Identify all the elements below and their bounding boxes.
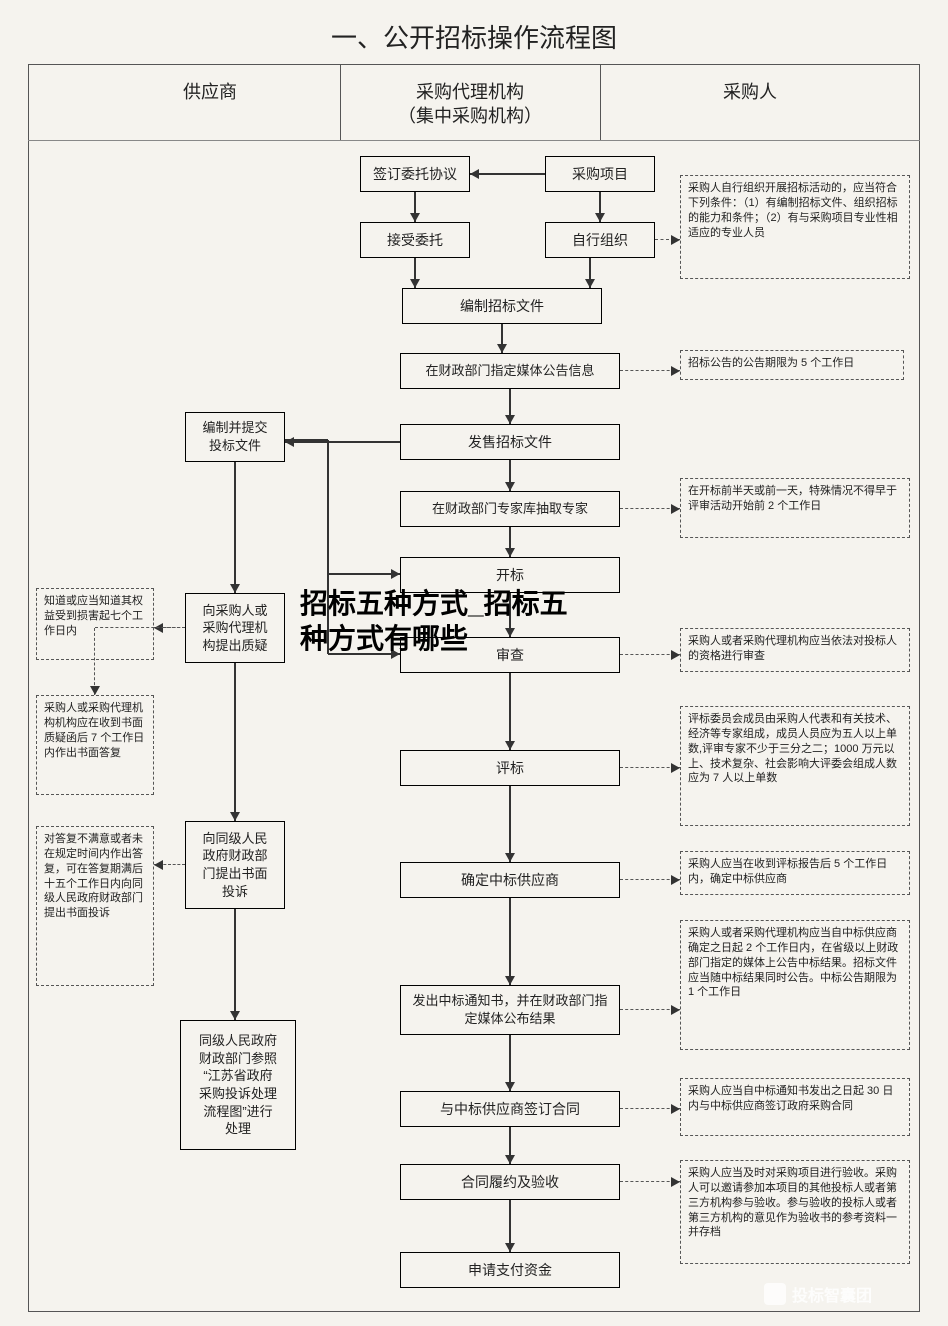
node-s_handle: 同级人民政府财政部门参照“江苏省政府采购投诉处理流程图”进行处理	[180, 1020, 296, 1150]
node-d_con: 采购人应当自中标通知书发出之日起 30 日内与中标供应商签订政府采购合同	[680, 1078, 910, 1136]
connector	[509, 786, 511, 862]
connector	[509, 898, 511, 985]
lane-header: 采购代理机构（集中采购机构）	[340, 80, 600, 129]
arrow-head-icon	[505, 1155, 515, 1164]
connector	[95, 627, 185, 628]
header-rule	[28, 140, 920, 141]
arrow-head-icon	[497, 344, 507, 353]
node-dl_reply: 采购人或采购代理机构机构应在收到书面质疑函后 7 个工作日内作出书面答复	[36, 695, 154, 795]
arrow-head-icon	[410, 213, 420, 222]
node-d_qual: 采购人或者采购代理机构应当依法对投标人的资格进行审查	[680, 628, 910, 672]
connector	[234, 909, 236, 1020]
arrow-head-icon	[505, 482, 515, 491]
arrow-head-icon	[230, 1011, 240, 1020]
node-d_eval: 评标委员会成员由采购人代表和有关技术、经济等专家组成，成员人员应为五人以上单数,…	[680, 706, 910, 826]
node-d_win: 采购人应当在收到评标报告后 5 个工作日内，确定中标供应商	[680, 851, 910, 895]
arrow-head-icon	[505, 1082, 515, 1091]
node-d_pub: 招标公告的公告期限为 5 个工作日	[680, 350, 904, 380]
node-n_proj: 采购项目	[545, 156, 655, 192]
node-d_notice: 采购人或者采购代理机构应当自中标供应商确定之日起 2 个工作日内，在省级以上财政…	[680, 920, 910, 1050]
lane-header: 采购人	[600, 80, 900, 104]
arrow-head-icon	[671, 366, 680, 376]
node-n_accept: 接受委托	[360, 222, 470, 258]
node-n_experts: 在财政部门专家库抽取专家	[400, 491, 620, 527]
node-n_compile: 编制招标文件	[402, 288, 602, 324]
node-s_compl: 向同级人民政府财政部门提出书面投诉	[185, 821, 285, 909]
node-n_issue: 发售招标文件	[400, 424, 620, 460]
node-s_doubt: 向采购人或采购代理机构提出质疑	[185, 593, 285, 663]
connector	[234, 663, 236, 821]
node-n_self: 自行组织	[545, 222, 655, 258]
arrow-head-icon	[585, 279, 595, 288]
connector	[285, 439, 328, 441]
lane-divider	[600, 64, 601, 140]
connector	[234, 462, 236, 593]
node-d_self: 采购人自行组织开展招标活动的，应当符合下列条件：（1）有编制招标文件、组织招标的…	[680, 175, 910, 279]
connector	[94, 628, 95, 695]
arrow-head-icon	[671, 235, 680, 245]
overlay-text: 招标五种方式_招标五种方式有哪些	[300, 586, 568, 656]
node-n_notice: 发出中标通知书，并在财政部门指定媒体公布结果	[400, 985, 620, 1035]
node-n_pay: 申请支付资金	[400, 1252, 620, 1288]
arrow-head-icon	[671, 763, 680, 773]
arrow-head-icon	[230, 812, 240, 821]
arrow-head-icon	[505, 976, 515, 985]
node-d_perf: 采购人应当及时对采购项目进行验收。采购人可以邀请参加本项目的其他投标人或者第三方…	[680, 1160, 910, 1264]
arrow-head-icon	[505, 415, 515, 424]
arrow-head-icon	[505, 853, 515, 862]
wechat-icon	[764, 1283, 786, 1305]
connector	[509, 673, 511, 750]
arrow-head-icon	[505, 1243, 515, 1252]
node-n_eval: 评标	[400, 750, 620, 786]
watermark: 投标智囊团	[764, 1282, 872, 1306]
arrow-head-icon	[671, 1005, 680, 1015]
arrow-head-icon	[505, 741, 515, 750]
node-s_prep: 编制并提交投标文件	[185, 412, 285, 462]
arrow-head-icon	[391, 569, 400, 579]
node-n_contract: 与中标供应商签订合同	[400, 1091, 620, 1127]
page-title: 一、公开招标操作流程图	[0, 18, 948, 55]
arrow-head-icon	[671, 1177, 680, 1187]
arrow-head-icon	[230, 584, 240, 593]
arrow-head-icon	[595, 213, 605, 222]
watermark-label: 投标智囊团	[792, 1282, 872, 1306]
lane-header: 供应商	[80, 80, 340, 104]
node-n_winner: 确定中标供应商	[400, 862, 620, 898]
connector	[470, 173, 545, 175]
node-d_exp: 在开标前半天或前一天，特殊情况不得早于评审活动开始前 2 个工作日	[680, 478, 910, 538]
arrow-head-icon	[90, 686, 100, 695]
lane-divider	[340, 64, 341, 140]
node-dl_15d: 对答复不满意或者未在规定时间内作出答复，可在答复期满后十五个工作日内向同级人民政…	[36, 826, 154, 986]
connector	[285, 441, 400, 443]
node-n_sign: 签订委托协议	[360, 156, 470, 192]
arrow-head-icon	[671, 504, 680, 514]
arrow-head-icon	[154, 860, 163, 870]
arrow-head-icon	[671, 1104, 680, 1114]
arrow-head-icon	[470, 169, 479, 179]
arrow-head-icon	[671, 875, 680, 885]
arrow-head-icon	[505, 548, 515, 557]
node-n_pubinfo: 在财政部门指定媒体公告信息	[400, 353, 620, 389]
arrow-head-icon	[671, 650, 680, 660]
node-n_perf: 合同履约及验收	[400, 1164, 620, 1200]
arrow-head-icon	[410, 279, 420, 288]
connector	[328, 573, 400, 575]
